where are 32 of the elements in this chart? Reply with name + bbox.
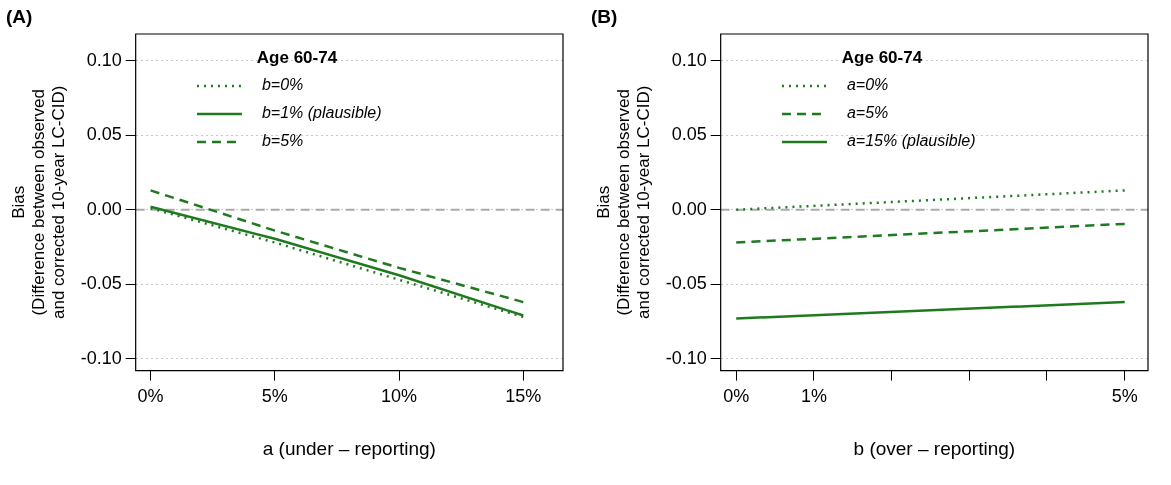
y-tick-label: 0.10 (86, 49, 122, 70)
y-tick-label: -0.10 (80, 347, 122, 368)
legend-label: a=5% (846, 104, 889, 122)
x-tick-label: 10% (381, 386, 418, 407)
legend-label: b=0% (261, 76, 304, 94)
y-axis-title: Bias (Difference between observed and corrected 10-year LC-CID) (9, 85, 68, 319)
y-tick-label: 0.10 (671, 49, 707, 70)
x-tick-label: 5% (261, 386, 288, 407)
y-tick-label: 0.00 (86, 198, 122, 219)
y-tick-label: 0.00 (671, 198, 707, 219)
legend-label: a=0% (846, 76, 889, 94)
legend-label: b=5% (261, 132, 304, 150)
y-tick-label: 0.05 (671, 124, 707, 145)
legend-title: Age 60-74 (256, 47, 338, 67)
x-tick-label: 0% (137, 386, 164, 407)
line-series (149, 189, 525, 304)
legend-label: b=1% (plausible) (261, 104, 382, 122)
x-tick-label: 0% (723, 386, 750, 407)
y-tick-label: -0.05 (80, 273, 122, 294)
chart-title: (B) (591, 5, 618, 27)
chart-title: (A) (6, 5, 33, 27)
x-tick-label: 1% (800, 386, 827, 407)
x-axis-title: a (under – reporting) (262, 437, 436, 459)
y-tick-label: 0.05 (86, 124, 122, 145)
y-tick-label: -0.10 (665, 347, 707, 368)
x-axis-title: b (over – reporting) (853, 437, 1016, 459)
x-tick-label: 15% (505, 386, 542, 407)
y-tick-label: -0.05 (665, 273, 707, 294)
legend-label: a=15% (plausible) (846, 132, 976, 150)
legend-title: Age 60-74 (841, 47, 923, 67)
x-tick-label: 5% (1111, 386, 1138, 407)
y-axis-title: Bias (Difference between observed and corrected 10-year LC-CID) (594, 85, 653, 319)
